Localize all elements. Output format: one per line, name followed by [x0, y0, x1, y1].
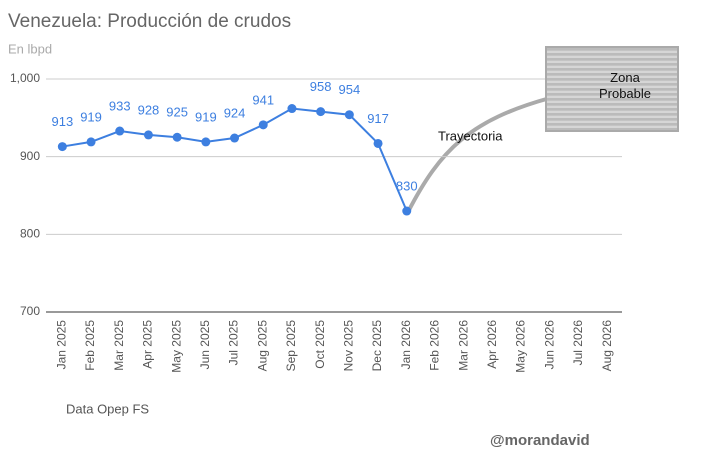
point: [230, 133, 240, 143]
x-tick-label: Apr 2026: [485, 320, 499, 369]
point: [344, 110, 354, 120]
data-label: 958: [310, 79, 332, 94]
x-tick-label: Jul 2026: [571, 320, 585, 366]
y-tick-label: 700: [20, 304, 40, 318]
line: [62, 107, 408, 212]
point: [373, 138, 383, 148]
trajectory-label: Trayectoria: [438, 128, 503, 143]
x-tick-label: Jul 2025: [227, 320, 241, 366]
x-tick-label: Jan 2026: [399, 320, 413, 370]
point: [143, 130, 153, 140]
data-label: 925: [166, 105, 188, 120]
chart-subtitle: En lbpd: [8, 41, 52, 56]
point: [287, 104, 297, 114]
chart-title: Venezuela: Producción de crudos: [8, 11, 291, 32]
x-tick-label: Aug 2026: [600, 320, 614, 372]
data-label: 917: [367, 111, 389, 126]
data-label: 919: [80, 109, 102, 124]
x-tick-label: Jun 2025: [198, 320, 212, 370]
x-tick-label: Mar 2026: [456, 320, 470, 371]
data-label: 941: [252, 92, 274, 107]
data-label: 928: [138, 102, 160, 117]
probable-zone: Zona Probable: [545, 46, 679, 132]
x-tick-label: Feb 2026: [428, 320, 442, 371]
y-tick-label: 800: [20, 227, 40, 241]
point: [316, 107, 326, 117]
data-label: 919: [195, 109, 217, 124]
point: [258, 120, 268, 130]
point: [115, 126, 125, 136]
point: [172, 132, 182, 142]
data-label: 954: [338, 82, 360, 97]
point: [86, 137, 96, 147]
credit: @morandavid: [490, 432, 590, 449]
x-tick-label: Apr 2025: [141, 320, 155, 369]
source: Data Opep FS: [66, 401, 149, 416]
y-tick-label: 900: [20, 149, 40, 163]
zone-label: Zona Probable: [598, 70, 652, 101]
data-label: 913: [51, 114, 73, 129]
point: [201, 137, 211, 147]
x-tick-label: Aug 2025: [255, 320, 269, 372]
trajectory-curve: [406, 96, 551, 213]
data-label: 933: [109, 98, 131, 113]
x-tick-label: May 2026: [514, 320, 528, 373]
y-tick-label: 1,000: [10, 71, 40, 85]
point: [402, 206, 412, 216]
data-label: 830: [396, 178, 418, 193]
x-tick-label: Jun 2026: [542, 320, 556, 370]
point: [57, 142, 67, 152]
x-tick-label: Jan 2025: [55, 320, 69, 370]
x-tick-label: Nov 2025: [342, 320, 356, 372]
x-tick-label: May 2025: [169, 320, 183, 373]
x-tick-label: Mar 2025: [112, 320, 126, 371]
x-tick-label: Feb 2025: [83, 320, 97, 371]
x-tick-label: Sep 2025: [284, 320, 298, 372]
x-tick-label: Oct 2025: [313, 320, 327, 369]
x-tick-label: Dec 2025: [370, 320, 384, 372]
data-label: 924: [224, 105, 246, 120]
